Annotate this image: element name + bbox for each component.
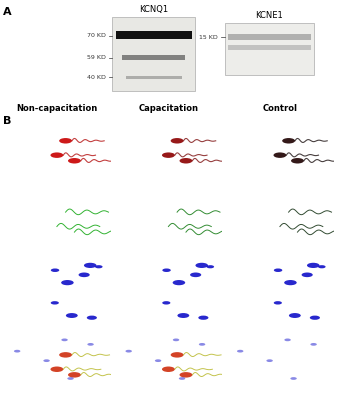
Ellipse shape [274, 152, 286, 158]
Ellipse shape [155, 359, 161, 362]
Ellipse shape [51, 301, 59, 304]
Ellipse shape [43, 359, 50, 362]
Ellipse shape [171, 138, 184, 144]
Ellipse shape [87, 316, 97, 320]
Text: 15 KD: 15 KD [199, 35, 218, 40]
Ellipse shape [198, 316, 209, 320]
Text: 59 KD: 59 KD [87, 55, 106, 60]
Ellipse shape [61, 338, 68, 341]
Text: KCNQ1: KCNQ1 [139, 5, 168, 14]
Ellipse shape [51, 268, 59, 272]
Text: 10μm: 10μm [15, 169, 31, 174]
Ellipse shape [310, 343, 317, 346]
Ellipse shape [290, 377, 297, 380]
FancyBboxPatch shape [116, 31, 192, 39]
Ellipse shape [14, 350, 20, 352]
Ellipse shape [302, 272, 313, 277]
Ellipse shape [125, 350, 132, 352]
Ellipse shape [162, 152, 175, 158]
Ellipse shape [274, 301, 282, 304]
Ellipse shape [284, 280, 297, 285]
Ellipse shape [95, 265, 102, 268]
Text: 40 KD: 40 KD [87, 75, 106, 80]
Ellipse shape [173, 280, 185, 285]
Ellipse shape [195, 263, 208, 268]
Ellipse shape [274, 268, 282, 272]
Ellipse shape [289, 313, 301, 318]
Title: Capacitation: Capacitation [139, 104, 198, 112]
Ellipse shape [284, 338, 291, 341]
Ellipse shape [67, 377, 74, 380]
Ellipse shape [173, 338, 179, 341]
Text: A: A [3, 7, 12, 17]
Ellipse shape [162, 268, 171, 272]
Ellipse shape [237, 350, 243, 352]
Title: Non-capacitation: Non-capacitation [17, 104, 98, 112]
FancyBboxPatch shape [228, 34, 310, 40]
Ellipse shape [179, 377, 185, 380]
Ellipse shape [162, 366, 175, 372]
Ellipse shape [190, 272, 201, 277]
Ellipse shape [266, 359, 273, 362]
FancyBboxPatch shape [122, 55, 185, 60]
Ellipse shape [51, 366, 63, 372]
Ellipse shape [177, 313, 189, 318]
Ellipse shape [66, 313, 78, 318]
Ellipse shape [87, 343, 94, 346]
Ellipse shape [59, 352, 72, 358]
Ellipse shape [291, 158, 304, 164]
Ellipse shape [282, 138, 295, 144]
Ellipse shape [84, 263, 96, 268]
FancyBboxPatch shape [126, 76, 182, 79]
Ellipse shape [68, 158, 81, 164]
Ellipse shape [51, 152, 63, 158]
Ellipse shape [79, 272, 90, 277]
Ellipse shape [68, 372, 81, 378]
Ellipse shape [162, 301, 171, 304]
FancyBboxPatch shape [228, 45, 310, 50]
Text: KCNE1: KCNE1 [255, 11, 283, 20]
Ellipse shape [207, 265, 214, 268]
Ellipse shape [59, 138, 72, 144]
Ellipse shape [199, 343, 205, 346]
FancyBboxPatch shape [112, 17, 195, 91]
Ellipse shape [180, 158, 192, 164]
Ellipse shape [310, 316, 320, 320]
FancyBboxPatch shape [225, 23, 314, 75]
Title: Control: Control [263, 104, 298, 112]
Ellipse shape [171, 352, 184, 358]
Text: 70 KD: 70 KD [87, 33, 106, 38]
Ellipse shape [61, 280, 74, 285]
Ellipse shape [307, 263, 319, 268]
Ellipse shape [180, 372, 192, 378]
Ellipse shape [318, 265, 326, 268]
Text: B: B [3, 116, 12, 126]
